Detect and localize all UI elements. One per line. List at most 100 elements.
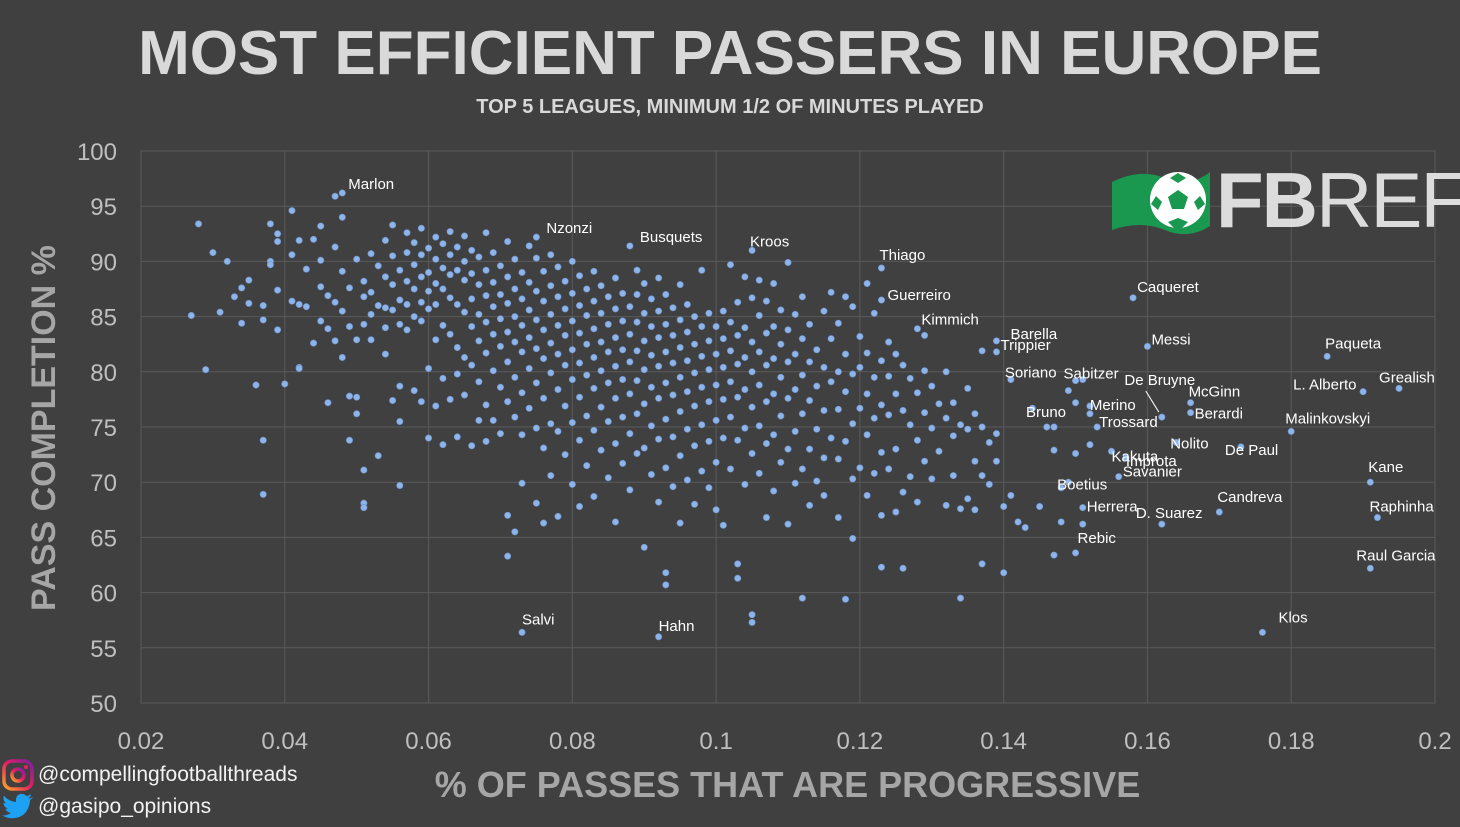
- labeled-data-point: [877, 264, 885, 272]
- data-point: [518, 321, 526, 329]
- data-point: [978, 560, 986, 568]
- data-point: [834, 319, 842, 327]
- data-point: [230, 293, 238, 301]
- data-point: [489, 330, 497, 338]
- instagram-handle[interactable]: @compellingfootballthreads: [2, 759, 297, 791]
- x-tick-label: 0.06: [405, 728, 452, 755]
- point-label: Trippier: [1000, 337, 1050, 354]
- data-point: [734, 574, 742, 582]
- data-point: [741, 424, 749, 432]
- data-point: [992, 457, 1000, 465]
- data-point: [597, 338, 605, 346]
- data-point: [353, 255, 361, 263]
- labeled-data-point: [1366, 478, 1374, 486]
- data-point: [1000, 569, 1008, 577]
- data-point: [698, 421, 706, 429]
- data-point: [662, 581, 670, 589]
- data-point: [583, 285, 591, 293]
- data-point: [525, 404, 533, 412]
- data-point: [389, 252, 397, 260]
- labeled-data-point: [1143, 342, 1151, 350]
- data-point: [576, 359, 584, 367]
- data-point: [590, 297, 598, 305]
- point-label: Raphinha: [1369, 499, 1434, 516]
- data-point: [295, 236, 303, 244]
- twitter-handle[interactable]: @gasipo_opinions: [2, 793, 211, 821]
- data-point: [892, 390, 900, 398]
- data-point: [367, 336, 375, 344]
- data-point: [195, 220, 203, 228]
- data-point: [302, 303, 310, 311]
- x-tick-label: 0.16: [1124, 728, 1171, 755]
- point-label: Herrera: [1087, 499, 1139, 516]
- data-point: [525, 242, 533, 250]
- data-point: [266, 220, 274, 228]
- data-point: [748, 449, 756, 457]
- y-tick-label: 50: [90, 691, 117, 718]
- data-point: [899, 361, 907, 369]
- data-point: [482, 437, 490, 445]
- data-point: [748, 618, 756, 626]
- data-point: [468, 361, 476, 369]
- data-point: [971, 506, 979, 514]
- data-point: [410, 285, 418, 293]
- data-point: [921, 331, 929, 339]
- data-point: [1014, 518, 1022, 526]
- fbref-wordmark: FBREF: [1216, 160, 1460, 240]
- data-point: [619, 289, 627, 297]
- data-point: [676, 344, 684, 352]
- data-point: [978, 347, 986, 355]
- point-label: D. Suarez: [1136, 505, 1203, 522]
- data-point: [633, 347, 641, 355]
- data-point: [647, 470, 655, 478]
- data-point: [453, 300, 461, 308]
- data-point: [338, 267, 346, 275]
- labeled-data-point: [1187, 399, 1195, 407]
- data-point: [446, 251, 454, 259]
- data-point: [525, 278, 533, 286]
- data-point: [223, 257, 231, 265]
- data-point: [345, 392, 353, 400]
- point-label: Soriano: [1005, 365, 1057, 382]
- labeled-data-point: [338, 189, 346, 197]
- data-point: [669, 359, 677, 367]
- data-point: [655, 334, 663, 342]
- data-point: [676, 452, 684, 460]
- data-point: [726, 413, 734, 421]
- data-point: [439, 285, 447, 293]
- data-point: [482, 229, 490, 237]
- data-point: [417, 224, 425, 232]
- data-point: [496, 291, 504, 299]
- data-point: [259, 302, 267, 310]
- data-point: [288, 207, 296, 215]
- labeled-data-point: [1373, 514, 1381, 522]
- y-tick-label: 75: [90, 415, 117, 442]
- data-point: [317, 283, 325, 291]
- labeled-data-point: [532, 233, 540, 241]
- data-point: [417, 398, 425, 406]
- data-point: [532, 316, 540, 324]
- data-point: [360, 320, 368, 328]
- data-point: [949, 472, 957, 480]
- data-point: [755, 422, 763, 430]
- data-point: [662, 291, 670, 299]
- data-point: [928, 382, 936, 390]
- data-point: [381, 236, 389, 244]
- data-point: [511, 373, 519, 381]
- data-point: [367, 250, 375, 258]
- point-label: Bruno: [1026, 404, 1066, 421]
- data-point: [345, 323, 353, 331]
- data-point: [892, 350, 900, 358]
- data-point: [849, 303, 857, 311]
- data-point: [755, 348, 763, 356]
- data-point: [374, 262, 382, 270]
- data-point: [741, 353, 749, 361]
- data-point: [748, 403, 756, 411]
- data-point: [647, 422, 655, 430]
- data-point: [863, 390, 871, 398]
- data-point: [338, 353, 346, 361]
- data-point: [870, 309, 878, 317]
- point-label: Candreva: [1217, 489, 1283, 506]
- labeled-data-point: [1172, 438, 1180, 446]
- data-point: [849, 535, 857, 543]
